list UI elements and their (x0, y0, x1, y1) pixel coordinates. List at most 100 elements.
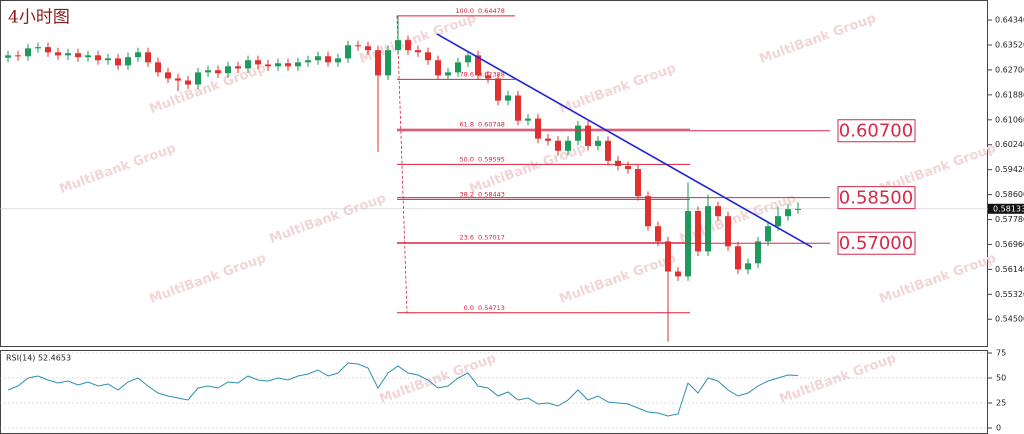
watermark: MultiBank Group (757, 11, 878, 67)
y-tick-label: 75 (996, 349, 1006, 358)
candle-body (115, 58, 121, 66)
candle-body (775, 216, 781, 227)
fib-price: 0.57017 (478, 234, 505, 242)
candle-body (475, 55, 481, 76)
candle-body (515, 95, 521, 121)
y-tick-label: 25 (996, 399, 1006, 408)
fib-ratio: 0.0 (464, 304, 474, 312)
candle-body (705, 206, 711, 252)
level-label: 0.57000 (839, 233, 913, 254)
candle-body (505, 95, 511, 101)
watermark: MultiBank Group (147, 251, 268, 307)
fib-price: 0.60748 (478, 120, 505, 128)
fib-ratio: 38.2 (460, 190, 474, 198)
level-label: 0.60700 (839, 121, 913, 142)
candle-body (755, 241, 761, 264)
fib-price: 0.62388 (478, 70, 505, 78)
fib-price: 0.64478 (478, 7, 505, 15)
watermark: MultiBank Group (57, 141, 178, 197)
last-price-label: 0.58133 (993, 204, 1024, 213)
candle-body (95, 55, 101, 61)
candle-body (295, 62, 301, 67)
candle-body (235, 66, 241, 69)
candle-body (375, 50, 381, 76)
candle-body (625, 166, 631, 170)
candle-body (45, 47, 51, 53)
fib-price: 0.54713 (478, 304, 505, 312)
candle-body (165, 72, 171, 79)
trendline (436, 33, 813, 248)
candle-body (715, 206, 721, 217)
fib-ratio: 78.6 (460, 70, 474, 78)
candle-body (85, 55, 91, 58)
candle-body (335, 58, 341, 63)
candle-body (725, 216, 731, 247)
rsi-title: RSI(14) 52.4653 (6, 354, 71, 363)
candle-body (535, 118, 541, 139)
candle-body (275, 63, 281, 67)
fib-price: 0.58443 (478, 190, 505, 198)
fib-price: 0.59595 (478, 155, 505, 163)
level-label: 0.58500 (839, 188, 913, 209)
candle-body (545, 138, 551, 141)
candle-body (225, 66, 231, 74)
level-box (837, 119, 916, 143)
candle-body (65, 53, 71, 56)
candle-body (215, 70, 221, 74)
candle-body (615, 160, 621, 167)
watermark: MultiBank Group (557, 61, 678, 117)
chart-title: 4小时图 (8, 8, 70, 28)
candle-body (245, 60, 251, 69)
candle-body (795, 208, 801, 210)
candle-body (525, 118, 531, 121)
candle-body (75, 53, 81, 58)
candle-body (25, 48, 31, 57)
fib-ratio: 50.0 (460, 155, 474, 163)
candle-body (395, 40, 401, 51)
candle-body (565, 140, 571, 151)
last-price-tag (988, 203, 1024, 214)
candle-body (255, 60, 261, 65)
candle-body (665, 241, 671, 272)
candle-body (5, 55, 11, 58)
watermark: MultiBank Group (877, 251, 998, 307)
candle-body (355, 45, 361, 47)
candle-body (605, 140, 611, 161)
candle-body (575, 125, 581, 141)
candle-body (265, 64, 271, 67)
candle-body (655, 226, 661, 242)
candle-body (145, 52, 151, 63)
candle-body (55, 52, 61, 56)
candle-body (305, 60, 311, 63)
candle-body (195, 72, 201, 85)
main-pane (0, 0, 988, 347)
candle-body (405, 40, 411, 51)
candle-body (315, 56, 321, 61)
candle-body (735, 246, 741, 270)
candle-body (425, 52, 431, 61)
fib-ratio: 100.0 (455, 7, 474, 15)
candle-body (495, 78, 501, 101)
candle-body (765, 226, 771, 242)
candle-body (15, 55, 21, 57)
candle-body (645, 196, 651, 227)
candle-body (745, 263, 751, 270)
candle-body (785, 209, 791, 217)
candle-body (555, 140, 561, 151)
watermark: MultiBank Group (557, 251, 678, 307)
fib-ratio: 61.8 (460, 120, 474, 128)
candle-body (455, 62, 461, 73)
candle-body (205, 70, 211, 73)
